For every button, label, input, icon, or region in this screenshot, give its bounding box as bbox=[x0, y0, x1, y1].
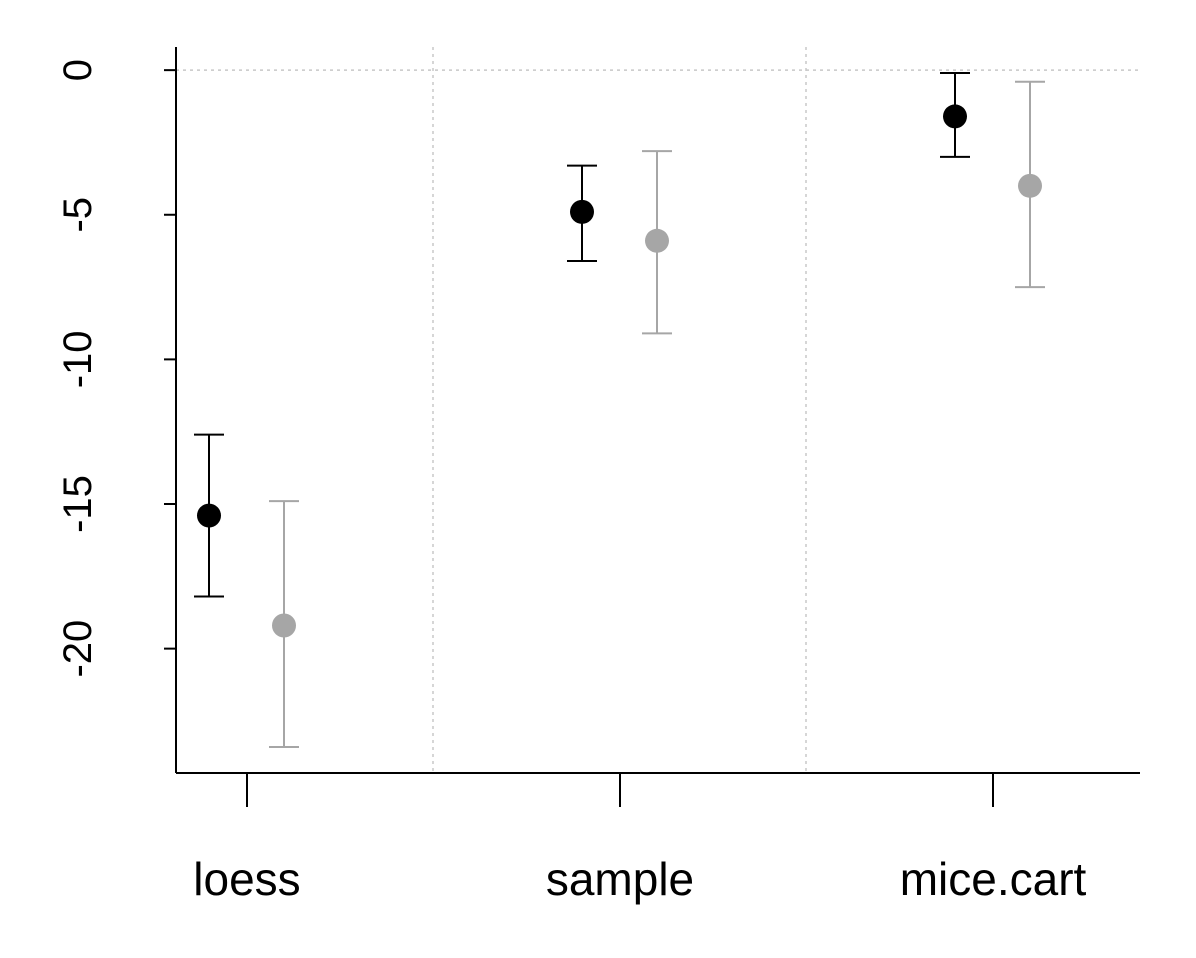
point-series-1-sample bbox=[570, 200, 594, 224]
y-tick-label-4: -20 bbox=[56, 620, 100, 678]
error-bar-chart: 0 -5 -10 -15 -20 loess sample mice.cart bbox=[0, 0, 1196, 958]
y-tick-label-0: 0 bbox=[56, 59, 100, 81]
y-tick-label-2: -10 bbox=[56, 330, 100, 388]
point-series-1-loess bbox=[197, 504, 221, 528]
point-series-2-mice-cart bbox=[1018, 174, 1042, 198]
point-series-1-mice-cart bbox=[943, 104, 967, 128]
point-series-2-loess bbox=[272, 613, 296, 637]
y-tick-label-1: -5 bbox=[56, 197, 100, 233]
point-series-2-sample bbox=[645, 229, 669, 253]
y-tick-label-3: -15 bbox=[56, 475, 100, 533]
x-tick-label-mice-cart: mice.cart bbox=[900, 853, 1087, 905]
x-tick-label-sample: sample bbox=[546, 853, 694, 905]
x-tick-label-loess: loess bbox=[193, 853, 300, 905]
chart-container: 0 -5 -10 -15 -20 loess sample mice.cart bbox=[0, 0, 1196, 958]
